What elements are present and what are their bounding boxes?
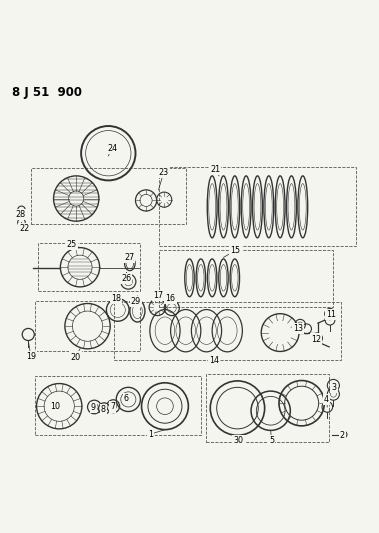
Text: 6: 6 bbox=[124, 394, 129, 403]
Text: 8: 8 bbox=[101, 406, 106, 415]
Text: 23: 23 bbox=[159, 167, 169, 176]
Text: 16: 16 bbox=[166, 294, 175, 303]
Text: 2: 2 bbox=[340, 431, 345, 440]
Text: 7: 7 bbox=[110, 402, 115, 411]
Text: 15: 15 bbox=[230, 246, 241, 255]
Text: 4: 4 bbox=[324, 395, 329, 404]
Bar bbox=[159, 249, 333, 307]
Text: 8 J 51  900: 8 J 51 900 bbox=[12, 86, 82, 99]
Text: 10: 10 bbox=[50, 402, 60, 411]
Text: 24: 24 bbox=[107, 144, 117, 153]
Bar bbox=[35, 301, 140, 351]
Bar bbox=[207, 374, 329, 442]
Text: 19: 19 bbox=[26, 352, 36, 361]
Text: 9: 9 bbox=[91, 403, 96, 412]
Text: 30: 30 bbox=[233, 437, 244, 446]
Bar bbox=[159, 167, 356, 246]
Text: 11: 11 bbox=[326, 310, 336, 319]
Text: 17: 17 bbox=[153, 290, 164, 300]
Text: 5: 5 bbox=[269, 437, 274, 446]
Text: 1: 1 bbox=[148, 430, 153, 439]
Text: 12: 12 bbox=[311, 335, 321, 343]
Text: 29: 29 bbox=[131, 297, 141, 306]
Text: 14: 14 bbox=[209, 357, 219, 366]
Text: 13: 13 bbox=[293, 324, 303, 333]
Bar bbox=[31, 168, 186, 224]
Bar bbox=[114, 302, 341, 360]
Text: 25: 25 bbox=[67, 240, 77, 249]
Text: 26: 26 bbox=[121, 274, 131, 283]
Text: 21: 21 bbox=[210, 165, 220, 174]
Bar bbox=[35, 376, 201, 435]
Text: 20: 20 bbox=[70, 353, 80, 361]
Text: 3: 3 bbox=[332, 383, 337, 392]
Bar bbox=[38, 243, 140, 291]
Text: 22: 22 bbox=[19, 224, 29, 233]
Text: 28: 28 bbox=[15, 210, 25, 219]
Text: 18: 18 bbox=[111, 294, 121, 303]
Text: 27: 27 bbox=[124, 253, 134, 262]
